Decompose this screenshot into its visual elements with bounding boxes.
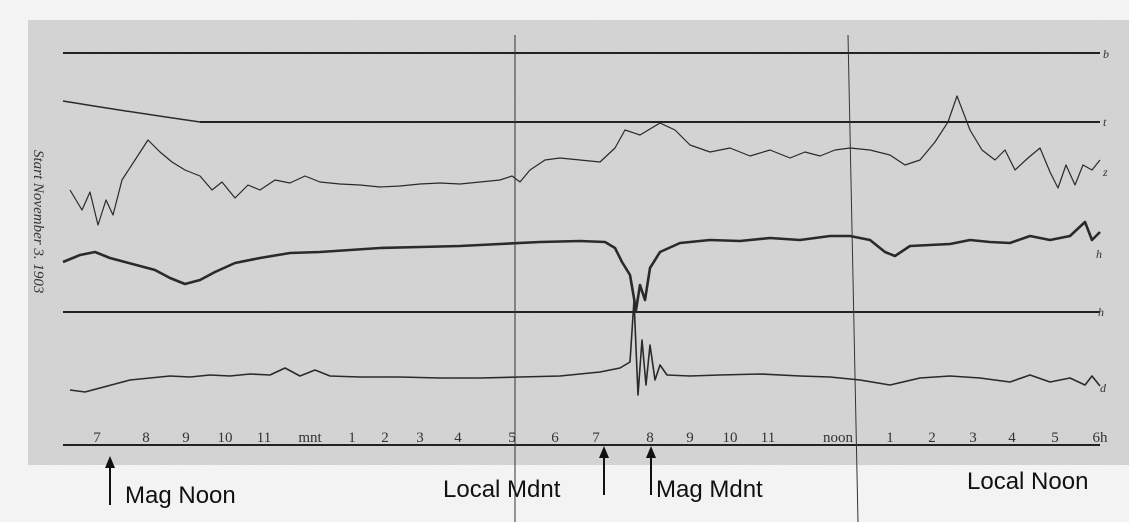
h-trace: [62, 220, 1101, 312]
hour-label: 5: [508, 430, 516, 446]
hour-label: mnt: [298, 430, 322, 446]
hour-label: 1: [348, 430, 356, 446]
hour-label: 9: [686, 430, 694, 446]
annotation: Mag Mdnt: [656, 476, 763, 503]
hour-label: 6h: [1093, 430, 1109, 446]
annotation: Local Mdnt: [443, 476, 561, 503]
trace-label: t: [1103, 115, 1107, 129]
hour-label: 11: [761, 430, 775, 446]
arrowheads: [105, 446, 656, 468]
scan-grain: [28, 20, 1129, 465]
start-label: Start November 3. 1903: [30, 150, 46, 293]
arrowhead: [105, 456, 115, 468]
z-trace: [69, 95, 1101, 226]
hour-label: 4: [454, 430, 462, 446]
hour-label: 7: [592, 430, 600, 446]
hour-label: 4: [1008, 430, 1016, 446]
annotation: Local Noon: [967, 468, 1088, 495]
arrowhead: [599, 446, 609, 458]
hour-label: 6: [551, 430, 559, 446]
hour-label: 2: [928, 430, 936, 446]
hour-label: 10: [723, 430, 738, 446]
trace-label: h: [1096, 247, 1102, 261]
hour-label: 11: [257, 430, 271, 446]
arrowhead: [646, 446, 656, 458]
local-noon-line: [847, 34, 859, 522]
trace-label: b: [1103, 47, 1109, 61]
hour-label: 2: [381, 430, 389, 446]
d-trace: [69, 299, 1101, 396]
hour-label: 7: [93, 430, 101, 446]
trace-label: z: [1102, 165, 1108, 179]
arrows: [109, 452, 652, 505]
hour-label: 8: [142, 430, 150, 446]
t-trace: [62, 100, 201, 123]
hour-label: 8: [646, 430, 654, 446]
hour-label: 5: [1051, 430, 1059, 446]
hour-label: 10: [218, 430, 233, 446]
hour-label: 9: [182, 430, 190, 446]
hour-label: 1: [886, 430, 894, 446]
trace-label: d: [1100, 381, 1107, 395]
trace-label: h: [1098, 305, 1104, 319]
hour-label: 3: [416, 430, 424, 446]
hour-label: 3: [969, 430, 977, 446]
hour-label: noon: [823, 430, 854, 446]
annotation: Mag Noon: [125, 482, 236, 509]
